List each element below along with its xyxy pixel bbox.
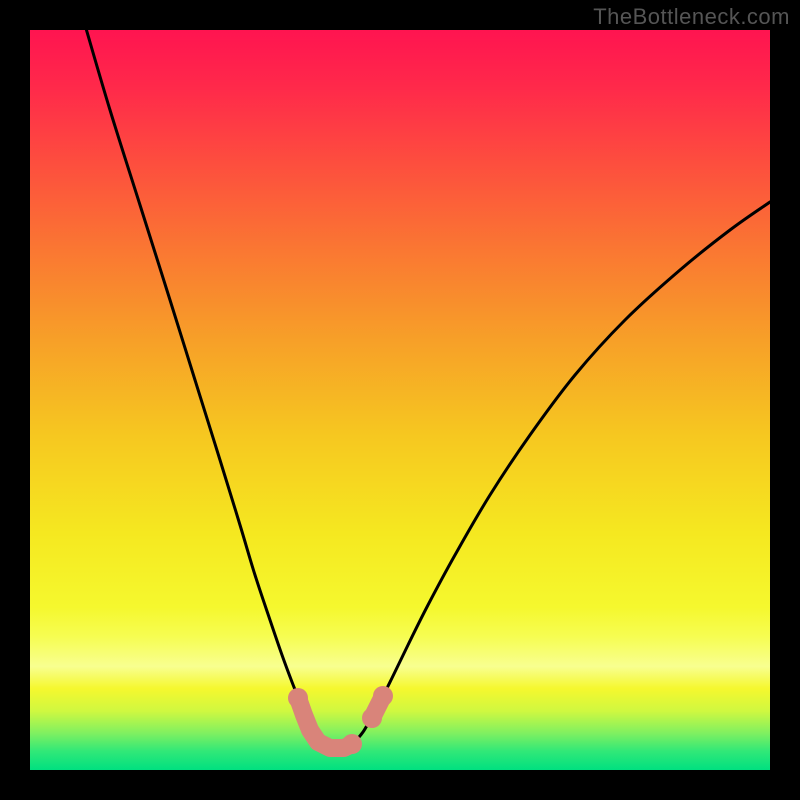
chart-plot-area	[30, 30, 770, 770]
chart-curve	[30, 30, 770, 770]
highlight-marker-overlay	[288, 686, 393, 754]
bottleneck-curve-line	[85, 30, 770, 747]
watermark-text: TheBottleneck.com	[593, 4, 790, 30]
